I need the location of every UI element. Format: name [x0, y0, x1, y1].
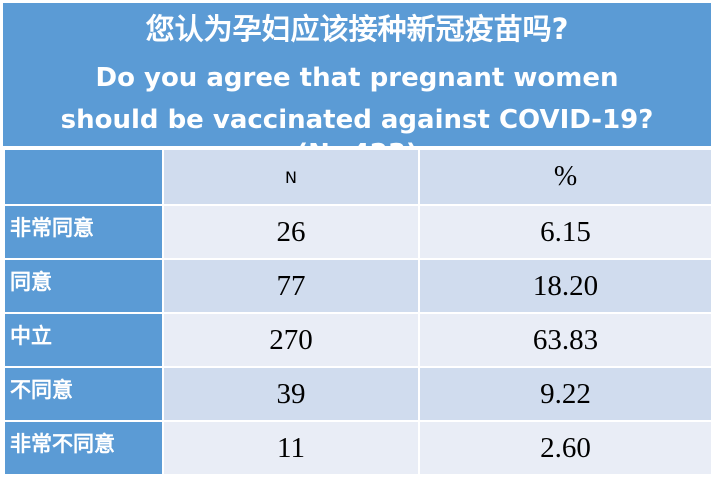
- column-header-n: N: [162, 148, 420, 206]
- row-label: 同意: [3, 258, 164, 314]
- count-cell: 77: [162, 258, 420, 314]
- row-label: 非常同意: [3, 204, 164, 260]
- count-cell: 26: [162, 204, 420, 260]
- title-block: 您认为孕妇应该接种新冠疫苗吗? Do you agree that pregna…: [3, 3, 711, 169]
- count-cell: 270: [162, 312, 420, 368]
- percent-cell: 9.22: [418, 366, 713, 422]
- title-english-line1: Do you agree that pregnant women: [95, 63, 619, 93]
- row-label: 非常不同意: [3, 420, 164, 476]
- title-chinese: 您认为孕妇应该接种新冠疫苗吗?: [145, 12, 569, 46]
- percent-cell: 6.15: [418, 204, 713, 260]
- corner-cell: [3, 148, 164, 206]
- column-header-percent: %: [418, 148, 713, 206]
- table-row: 非常不同意 11 2.60: [3, 420, 713, 476]
- table-row: 中立 270 63.83: [3, 312, 713, 368]
- row-label: 不同意: [3, 366, 164, 422]
- table-figure: 您认为孕妇应该接种新冠疫苗吗? Do you agree that pregna…: [3, 3, 713, 476]
- count-cell: 11: [162, 420, 420, 476]
- percent-cell: 63.83: [418, 312, 713, 368]
- percent-cell: 2.60: [418, 420, 713, 476]
- table-row: 不同意 39 9.22: [3, 366, 713, 422]
- header-row: N %: [3, 148, 713, 206]
- percent-cell: 18.20: [418, 258, 713, 314]
- count-cell: 39: [162, 366, 420, 422]
- data-table: N % 非常同意 26 6.15 同意 77 18.20 中立 270 63.8…: [3, 148, 713, 476]
- row-label: 中立: [3, 312, 164, 368]
- table-row: 同意 77 18.20: [3, 258, 713, 314]
- table-row: 非常同意 26 6.15: [3, 204, 713, 260]
